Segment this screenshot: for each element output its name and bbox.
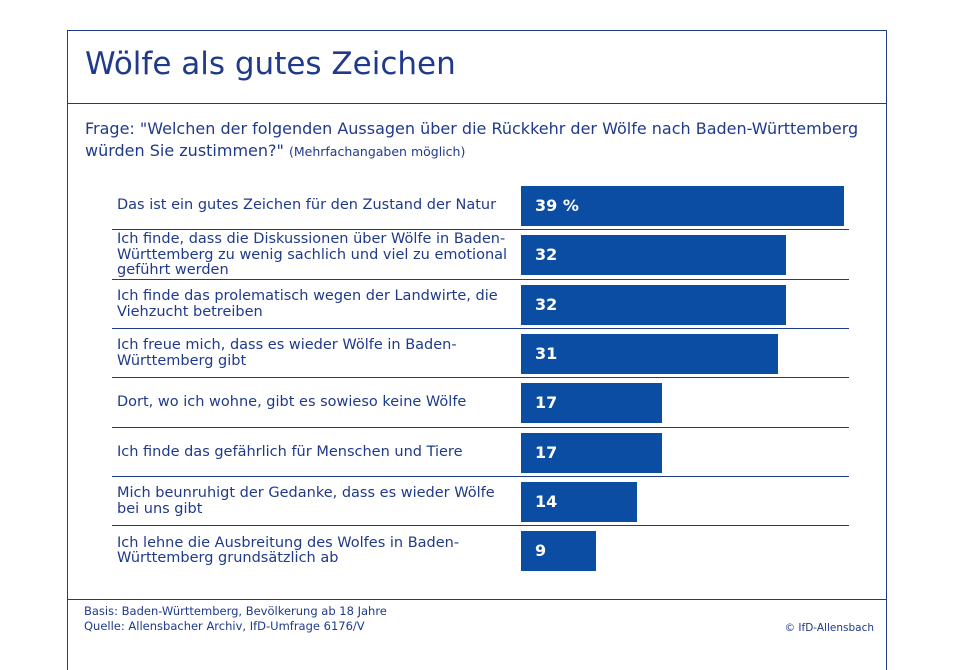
row-divider [112, 229, 849, 231]
footer-divider [67, 599, 887, 600]
bar-chart: Das ist ein gutes Zeichen für den Zustan… [112, 186, 849, 572]
copyright: © IfD-Allensbach [784, 622, 874, 634]
category-label: Ich lehne die Ausbreitung des Wolfes in … [117, 534, 460, 567]
question-main: Frage: "Welchen der folgenden Aussagen ü… [85, 119, 859, 160]
chart-title: Wölfe als gutes Zeichen [85, 46, 456, 82]
row-divider [112, 525, 849, 527]
bar-value-label: 32 [535, 245, 558, 265]
bar [521, 186, 844, 226]
question-text: Frage: "Welchen der folgenden Aussagen ü… [85, 118, 875, 163]
bar-value-label: 31 [535, 343, 558, 363]
row-divider [112, 377, 849, 379]
bar-value-label: 14 [535, 491, 558, 511]
chart-frame [67, 30, 887, 670]
row-divider [112, 426, 849, 428]
bar [521, 383, 662, 424]
title-divider [67, 103, 887, 104]
category-label: Ich finde das gefährlich für Menschen un… [117, 443, 463, 460]
bar-value-label: 9 [535, 541, 547, 561]
category-label: Mich beunruhigt der Gedanke, dass es wie… [117, 485, 495, 517]
category-label: Ich freue mich, dass es wieder Wölfe in … [117, 337, 457, 369]
category-label: Ich finde das prolematisch wegen der Lan… [117, 288, 498, 320]
question-note: (Mehrfachangaben möglich) [288, 144, 466, 159]
category-label: Ich finde, dass die Diskussionen über Wö… [117, 231, 508, 279]
footer-basis: Basis: Baden-Württemberg, Bevölkerung ab… [84, 604, 387, 618]
row-divider [112, 278, 849, 280]
bar [521, 432, 662, 473]
row-divider [112, 475, 849, 477]
bar-value-label: 32 [535, 294, 558, 314]
bar [521, 284, 786, 325]
row-divider [112, 327, 849, 329]
bar [521, 481, 637, 522]
category-label: Das ist ein gutes Zeichen für den Zustan… [117, 197, 497, 214]
bar [521, 531, 596, 572]
bar [521, 235, 786, 276]
bar [521, 333, 778, 374]
footer: Basis: Baden-Württemberg, Bevölkerung ab… [84, 604, 387, 634]
bar-value-label: 39 % [535, 196, 579, 215]
footer-source: Quelle: Allensbacher Archiv, IfD-Umfrage… [84, 619, 365, 633]
category-label: Dort, wo ich wohne, gibt es sowieso kein… [117, 394, 467, 411]
bar-value-label: 17 [535, 393, 558, 413]
bar-value-label: 17 [535, 442, 558, 462]
